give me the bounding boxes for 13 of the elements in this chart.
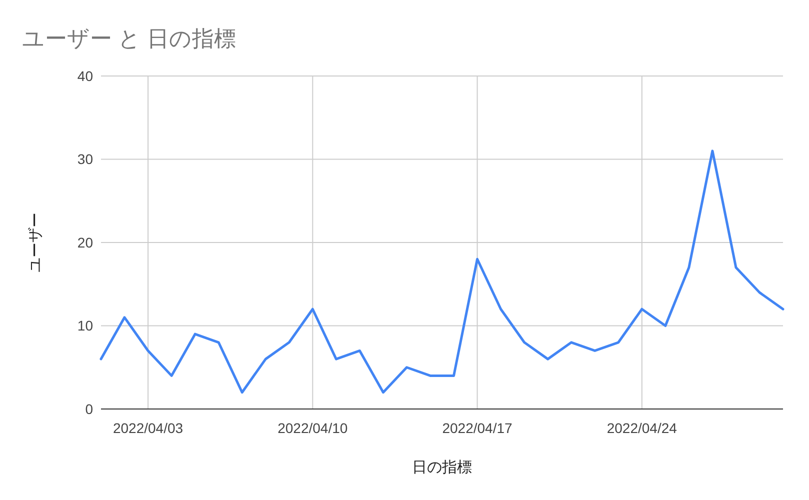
chart-title: ユーザー と 日の指標	[22, 26, 236, 51]
x-tick-label: 2022/04/24	[606, 420, 678, 436]
y-tick-label: 10	[77, 318, 94, 334]
y-tick-label: 20	[77, 234, 94, 250]
x-tick-label: 2022/04/10	[278, 420, 348, 436]
x-tick-label: 2022/04/17	[442, 420, 513, 436]
y-tick-label: 30	[77, 151, 94, 168]
y-tick-label: 0	[85, 400, 94, 417]
x-axis-title: 日の指標	[412, 459, 472, 476]
x-tick-label: 2022/04/03	[112, 420, 184, 436]
y-axis-title: ユーザー	[27, 212, 44, 272]
line-series	[100, 150, 784, 394]
y-tick-label: 40	[77, 68, 94, 84]
